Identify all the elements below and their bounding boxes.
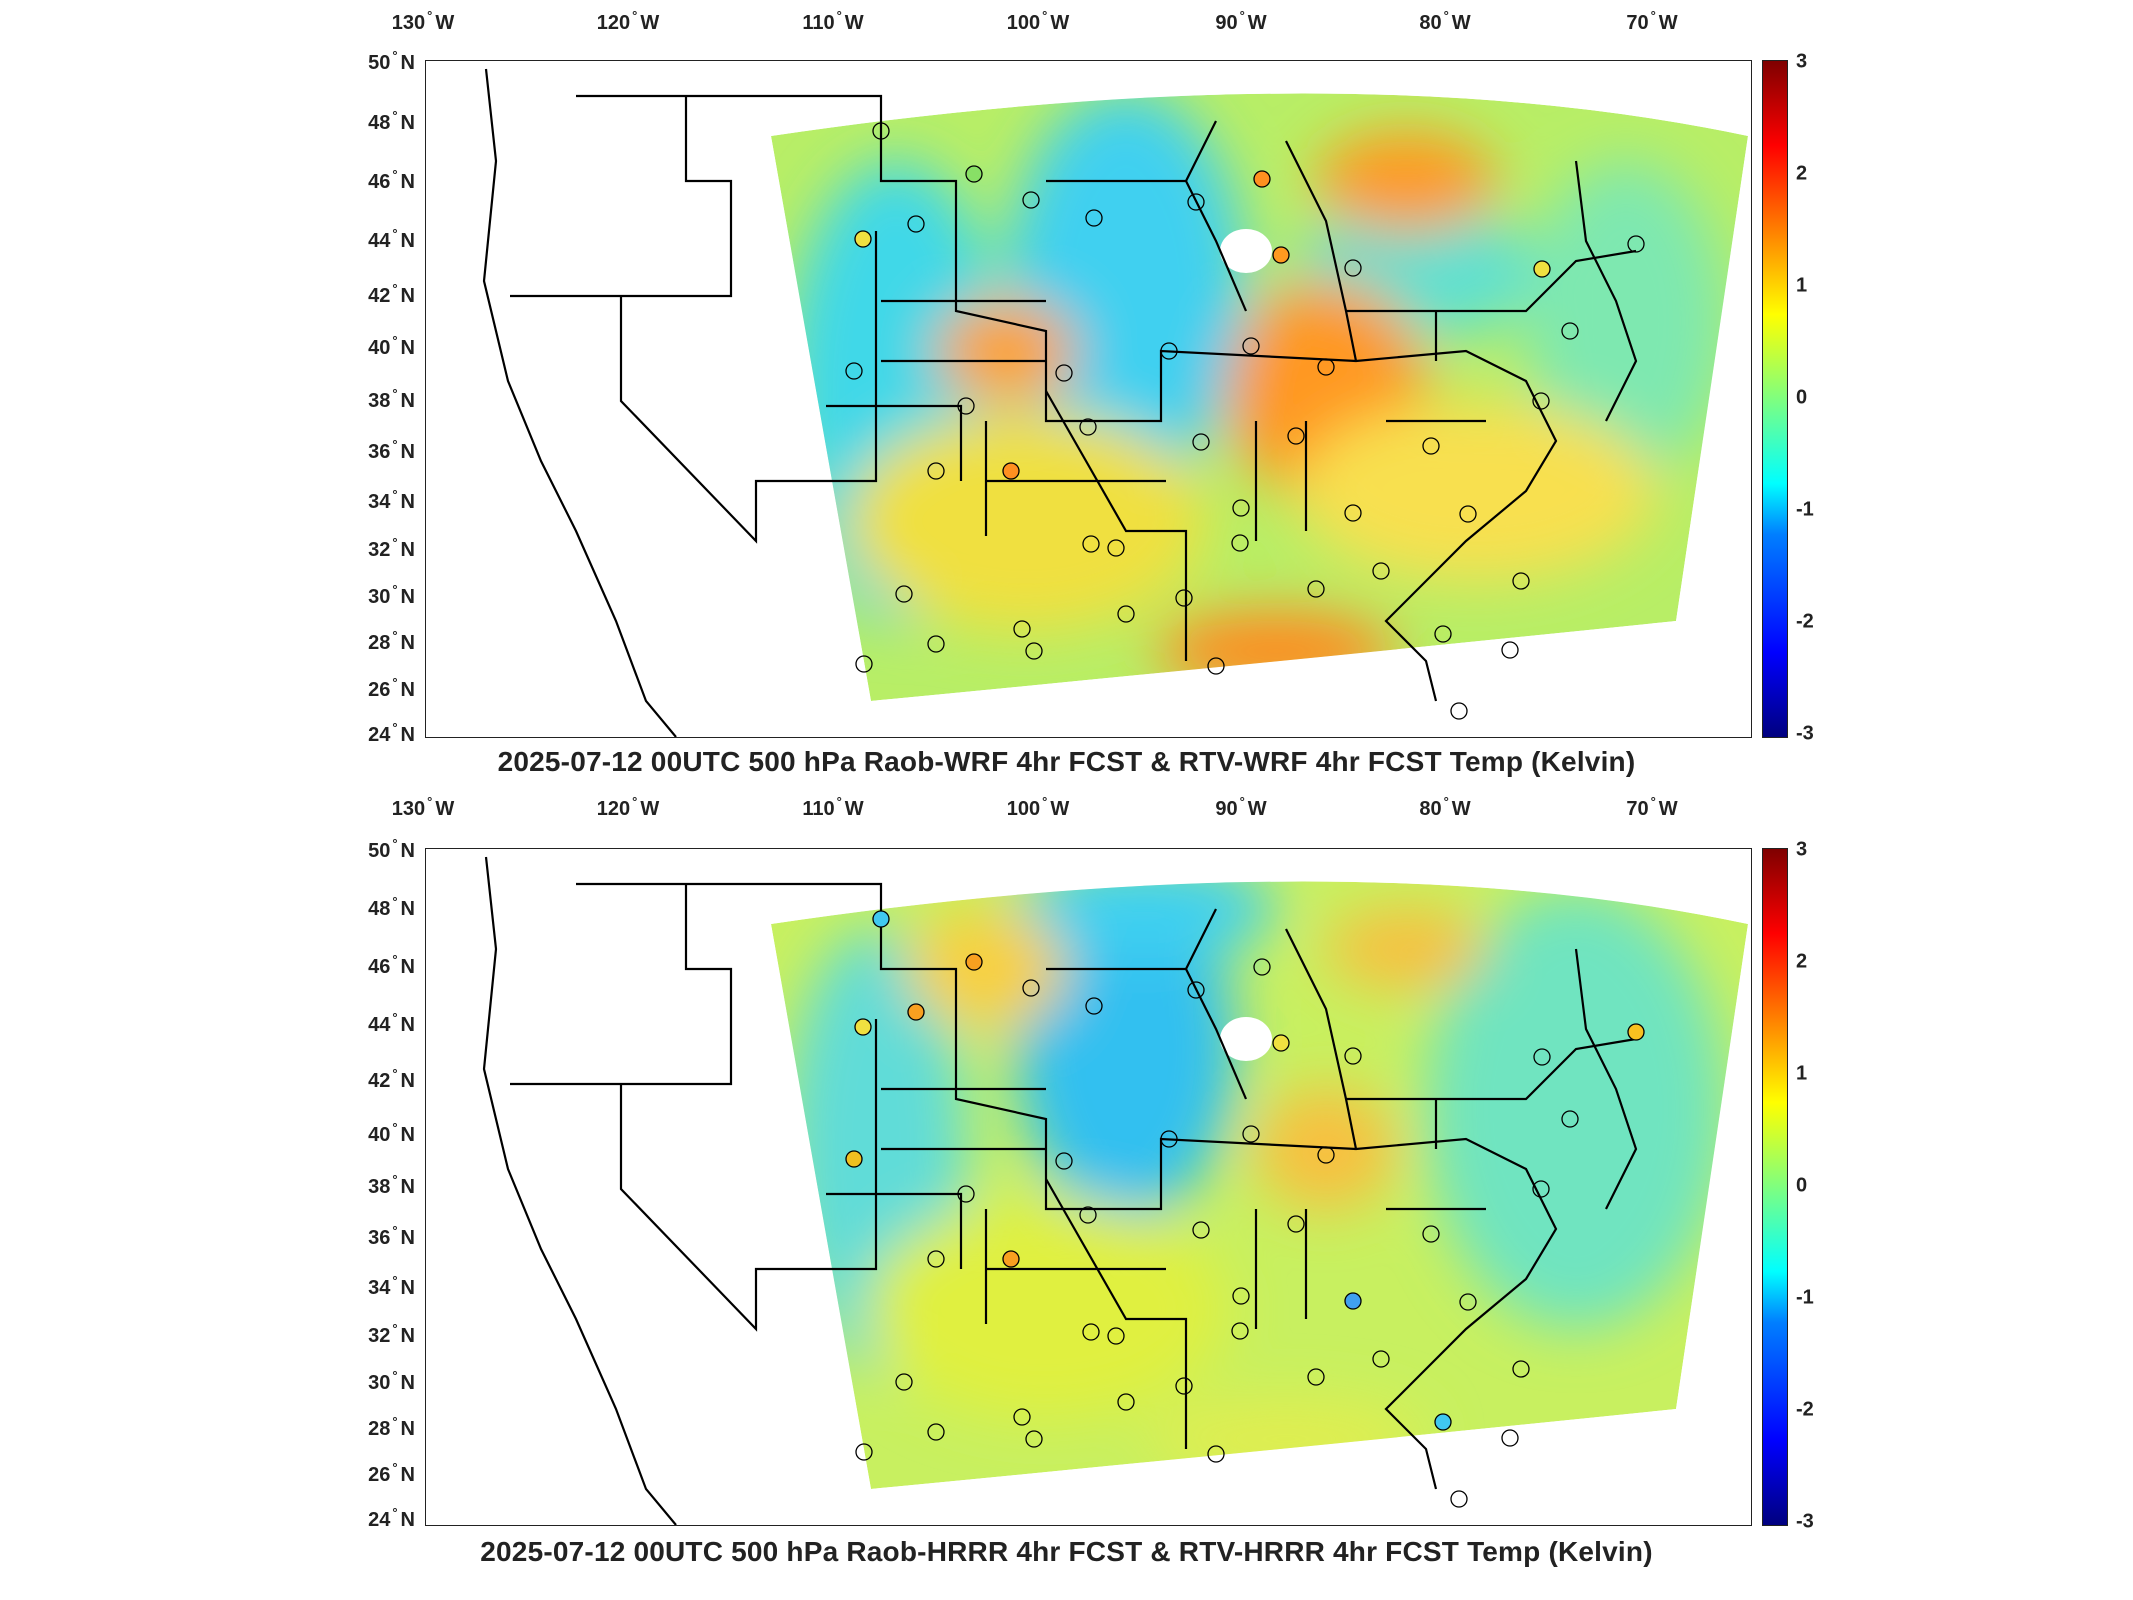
map-title: 2025-07-12 00UTC 500 hPa Raob-WRF 4hr FC… xyxy=(497,746,1636,777)
colorbar-tick: 0 xyxy=(1796,1174,1808,1197)
lon-tick-label: 80 ° W xyxy=(1419,8,1471,34)
lon-tick-label: 70 ° W xyxy=(1626,8,1678,34)
lat-tick-label: 50 ° N xyxy=(368,836,415,862)
lon-tick-label: 70 ° W xyxy=(1626,794,1678,820)
lat-tick-label: 46 ° N xyxy=(368,952,415,978)
colorbar xyxy=(1762,60,1788,738)
lat-tick-label: 40 ° N xyxy=(368,1120,415,1146)
lat-tick-label: 34 ° N xyxy=(368,487,415,513)
lon-tick-label: 120 ° W xyxy=(596,8,660,34)
map-title: 2025-07-12 00UTC 500 hPa Raob-HRRR 4hr F… xyxy=(480,1536,1653,1567)
colorbar-tick: -1 xyxy=(1796,498,1814,521)
lat-tick-label: 24 ° N xyxy=(368,1505,415,1531)
lat-tick-label: 26 ° N xyxy=(368,1460,415,1486)
raob-station-markers xyxy=(845,122,1645,720)
lat-tick-label: 32 ° N xyxy=(368,535,415,561)
lat-tick-label: 24 ° N xyxy=(368,720,415,746)
lon-tick-label: 110 ° W xyxy=(802,794,864,820)
lat-tick-label: 50 ° N xyxy=(368,48,415,74)
temperature-field xyxy=(771,881,1748,1489)
colorbar-tick: 1 xyxy=(1796,274,1808,297)
map-panel-hrrr: 130 ° W 120 ° W 110 ° W 100 ° W 90 ° W 80 ° W 70 ° W 5… xyxy=(0,790,2133,1600)
lat-tick-label: 42 ° N xyxy=(368,1066,415,1092)
colorbar-tick: 3 xyxy=(1796,838,1808,861)
lon-tick-label: 130 ° W xyxy=(391,8,455,34)
lat-tick-label: 38 ° N xyxy=(368,1172,415,1198)
colorbar-tick: 3 xyxy=(1796,50,1808,73)
lon-tick-label: 90 ° W xyxy=(1215,794,1267,820)
temperature-field xyxy=(771,93,1748,701)
lat-tick-label: 36 ° N xyxy=(368,1223,415,1249)
lon-tick-label: 100 ° W xyxy=(1006,794,1070,820)
lat-tick-label: 28 ° N xyxy=(368,1414,415,1440)
temperature-difference-map xyxy=(482,856,1748,1525)
lat-tick-label: 38 ° N xyxy=(368,386,415,412)
colorbar xyxy=(1762,848,1788,1526)
colorbar-tick: -3 xyxy=(1796,1510,1814,1533)
lat-tick-label: 44 ° N xyxy=(368,226,415,252)
lon-tick-label: 110 ° W xyxy=(802,8,864,34)
lat-tick-label: 48 ° N xyxy=(368,108,415,134)
colorbar-tick: -2 xyxy=(1796,1398,1814,1421)
colorbar-tick: -1 xyxy=(1796,1286,1814,1309)
lat-tick-label: 40 ° N xyxy=(368,333,415,359)
colorbar-tick: 0 xyxy=(1796,386,1808,409)
state-boundaries xyxy=(482,856,1638,1525)
colorbar-tick: 1 xyxy=(1796,1062,1808,1085)
lat-tick-label: 28 ° N xyxy=(368,628,415,654)
colorbar-tick: -3 xyxy=(1796,722,1814,745)
lat-tick-label: 44 ° N xyxy=(368,1010,415,1036)
lon-tick-label: 130 ° W xyxy=(391,794,455,820)
lat-tick-label: 34 ° N xyxy=(368,1273,415,1299)
lat-tick-label: 46 ° N xyxy=(368,167,415,193)
lat-tick-label: 30 ° N xyxy=(368,1368,415,1394)
lon-tick-label: 120 ° W xyxy=(596,794,660,820)
temperature-difference-map xyxy=(482,68,1748,737)
map-area[interactable] xyxy=(425,848,1752,1526)
map-area[interactable] xyxy=(425,60,1752,738)
lat-tick-label: 26 ° N xyxy=(368,675,415,701)
colorbar-tick: 2 xyxy=(1796,950,1808,973)
lon-tick-label: 100 ° W xyxy=(1006,8,1070,34)
lon-tick-label: 80 ° W xyxy=(1419,794,1471,820)
lat-tick-label: 30 ° N xyxy=(368,582,415,608)
lat-tick-label: 36 ° N xyxy=(368,437,415,463)
lat-tick-label: 48 ° N xyxy=(368,894,415,920)
raob-station-markers xyxy=(845,910,1645,1508)
lat-tick-label: 42 ° N xyxy=(368,281,415,307)
lon-tick-label: 90 ° W xyxy=(1215,8,1267,34)
map-panel-wrf: 130 ° W 120 ° W 110 ° W 100 ° W 90 ° W 80 ° W 70 ° W 5… xyxy=(0,0,2133,790)
lat-tick-label: 32 ° N xyxy=(368,1321,415,1347)
state-boundaries xyxy=(482,68,1638,737)
colorbar-tick: -2 xyxy=(1796,610,1814,633)
colorbar-tick: 2 xyxy=(1796,162,1808,185)
